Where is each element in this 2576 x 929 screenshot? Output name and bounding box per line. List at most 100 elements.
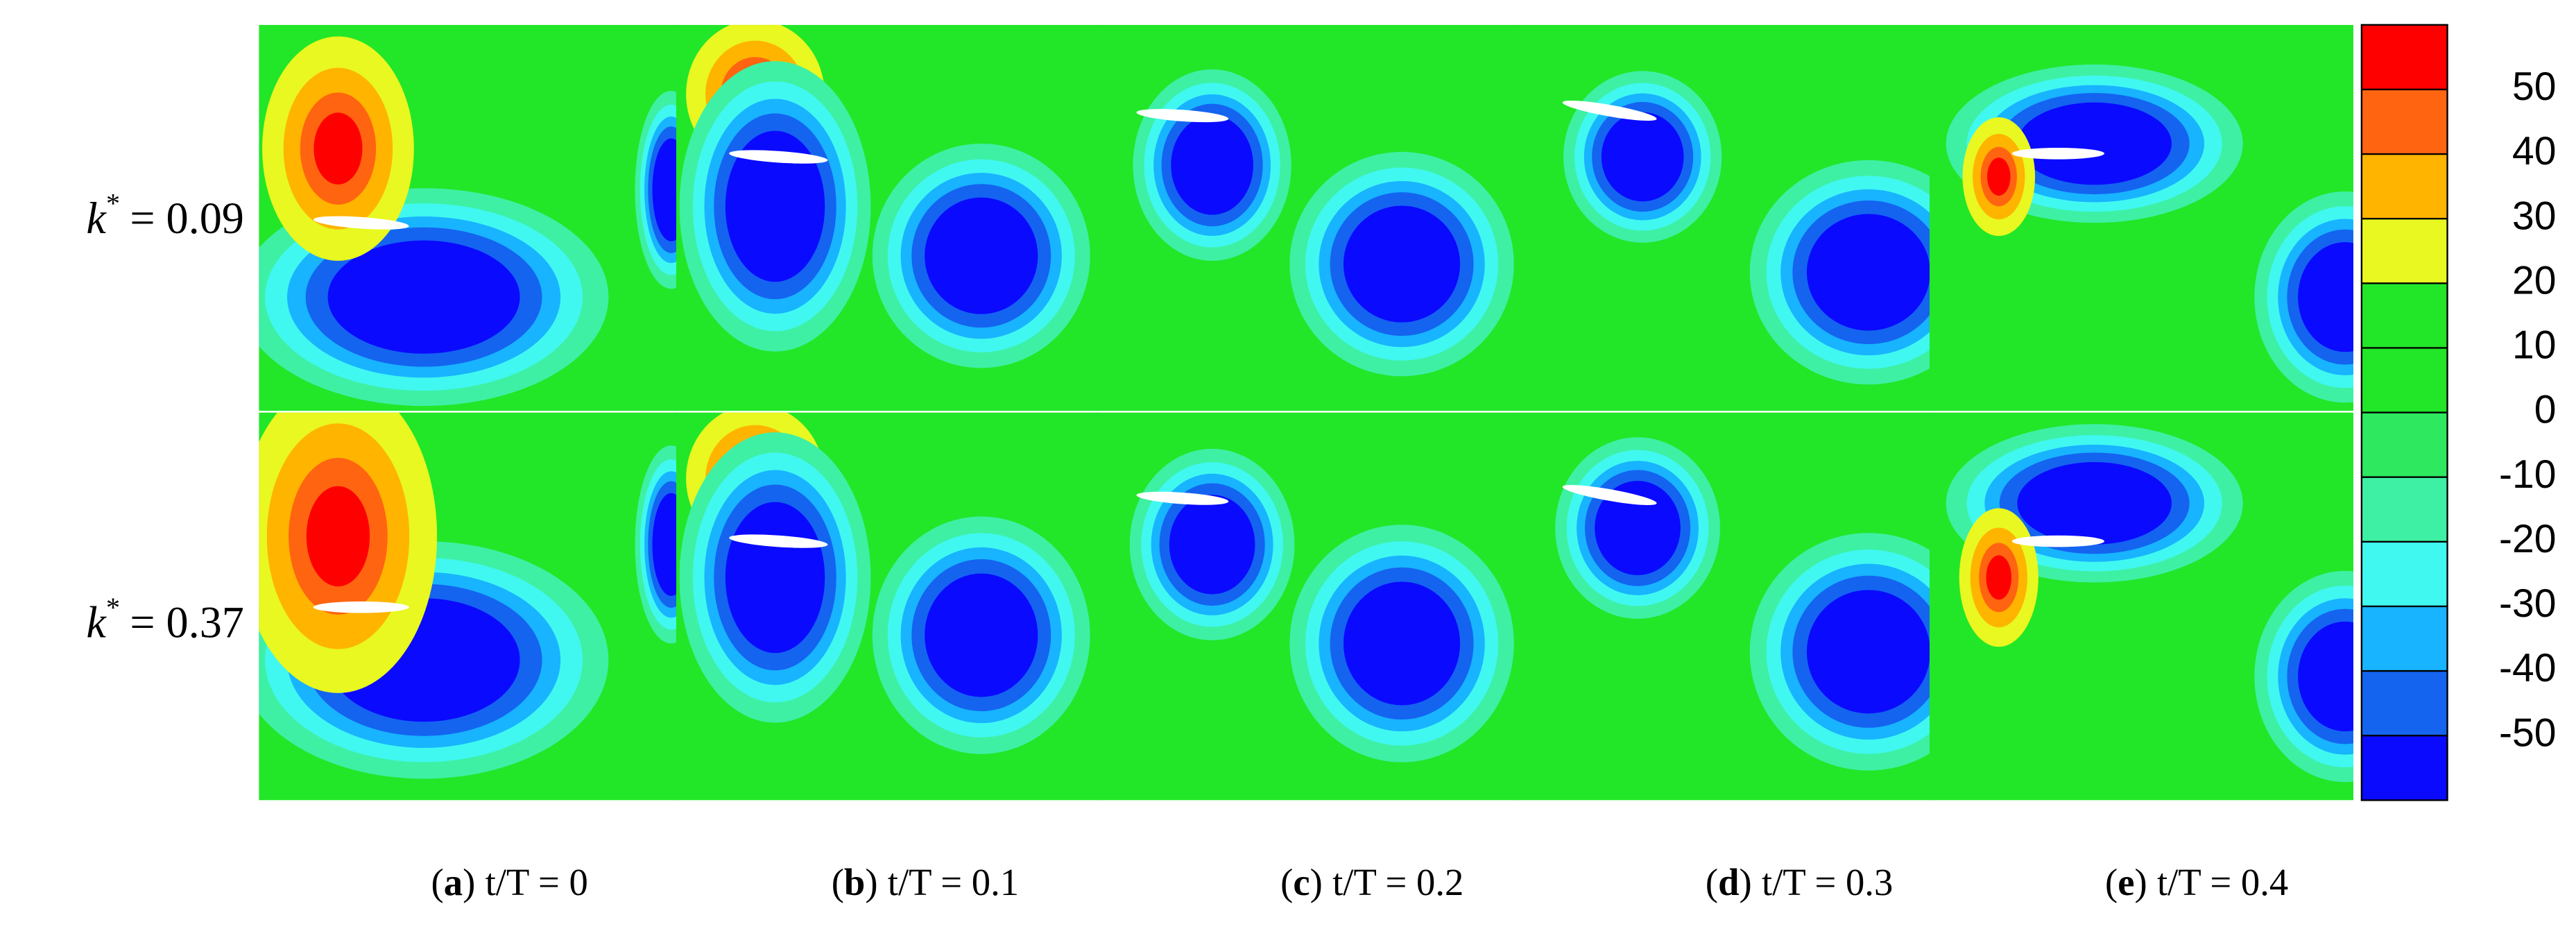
caption-letter: b [844, 861, 865, 903]
colorbar-band [2361, 671, 2448, 736]
contour-level [1343, 581, 1461, 706]
panel-caption: (e) t/T = 0.4 [2105, 861, 2288, 903]
panel [676, 412, 1099, 801]
contour-level [725, 130, 825, 282]
contour-level [2017, 102, 2172, 185]
panel-caption: (b) t/T = 0.1 [832, 861, 1019, 903]
colorbar-tick-label: 30 [2512, 194, 2556, 238]
contour-level [1601, 112, 1684, 202]
contour-level [925, 573, 1038, 697]
row-label-symbol: k [86, 597, 107, 647]
contour-level [2017, 462, 2172, 545]
panel [1097, 24, 1516, 411]
contour-level [1595, 481, 1681, 576]
colorbar-tick-label: -40 [2499, 646, 2556, 690]
panel [259, 24, 678, 411]
contour-level [1806, 214, 1930, 331]
caption-paren: ( [1706, 861, 1718, 903]
airfoil [313, 216, 409, 230]
contour-panels [259, 24, 2354, 801]
airfoil [1136, 109, 1229, 123]
row-label-superscript: * [106, 188, 120, 219]
contour-level [1171, 115, 1253, 215]
panel [259, 412, 678, 801]
caption-text: t/T = 0.1 [888, 861, 1019, 903]
caption-letter: d [1718, 861, 1739, 903]
colorbar-tick-label: 40 [2512, 129, 2556, 173]
airfoil [1562, 100, 1657, 121]
caption-paren: ) [1740, 861, 1752, 903]
contour-level [2298, 242, 2354, 352]
row-label-value: = 0.09 [130, 194, 244, 243]
panel [676, 24, 1099, 411]
colorbar-tick-label: -30 [2499, 581, 2556, 626]
contour-level [925, 197, 1038, 314]
caption-text: t/T = 0.4 [2157, 861, 2288, 903]
caption-paren: ) [865, 861, 877, 903]
caption-text: t/T = 0 [486, 861, 588, 903]
colorbar-band [2361, 283, 2448, 348]
caption-text: t/T = 0.2 [1332, 861, 1463, 903]
airfoil [1562, 484, 1657, 505]
contour-level [327, 240, 520, 354]
panel-caption: (a) t/T = 0 [431, 861, 588, 903]
caption-letter: a [444, 861, 463, 903]
row-label-value: = 0.37 [130, 597, 244, 647]
airfoil [729, 150, 828, 164]
panel [1513, 24, 1932, 411]
panel [1929, 412, 2354, 801]
contour-level [1343, 205, 1461, 323]
contour-level [1806, 590, 1930, 714]
caption-text: t/T = 0.3 [1762, 861, 1893, 903]
row-label-symbol: k [86, 194, 107, 243]
contour-level [1986, 555, 2012, 600]
contour-level [725, 502, 825, 654]
caption-paren: ) [463, 861, 475, 903]
caption-letter: e [2118, 861, 2134, 903]
caption-paren: ( [1280, 861, 1293, 903]
colorbar-tick-label: 0 [2534, 388, 2557, 432]
airfoil [2011, 147, 2104, 160]
airfoil [2011, 535, 2104, 547]
contour-level [2298, 621, 2354, 732]
panel [1513, 412, 1932, 801]
contour-level [306, 486, 370, 587]
colorbar-band [2361, 541, 2448, 606]
colorbar-band [2361, 154, 2448, 219]
row-label-superscript: * [106, 592, 120, 623]
colorbar-band [2361, 89, 2448, 155]
colorbar-band [2361, 219, 2448, 284]
caption-paren: ) [2134, 861, 2147, 903]
contour-level [1169, 495, 1255, 595]
panel [1929, 24, 2354, 411]
row-label: k* = 0.09 [86, 188, 244, 243]
colorbar-band [2361, 477, 2448, 542]
colorbar-tick-label: 20 [2512, 258, 2556, 302]
colorbar-band [2361, 348, 2448, 413]
caption-letter: c [1293, 861, 1310, 903]
airfoil [729, 534, 828, 548]
row-label: k* = 0.37 [86, 592, 244, 647]
colorbar-tick-label: 10 [2512, 323, 2556, 368]
contour-level [652, 493, 678, 596]
panel-caption: (d) t/T = 0.3 [1706, 861, 1893, 903]
contour-level [314, 112, 363, 185]
colorbar-tick-label: -50 [2499, 710, 2556, 755]
caption-paren: ) [1310, 861, 1323, 903]
colorbar-band [2361, 735, 2448, 801]
contour-level [652, 138, 678, 241]
airfoil [1136, 491, 1229, 505]
labels: k* = 0.09k* = 0.37(a) t/T = 0 (b) t/T = 0.1 (c… [86, 188, 2288, 903]
panel [1097, 412, 1516, 801]
caption-paren: ( [431, 861, 444, 903]
colorbar-band [2361, 24, 2448, 90]
caption-paren: ( [832, 861, 844, 903]
airfoil [313, 601, 409, 613]
caption-paren: ( [2105, 861, 2118, 903]
colorbar: 50 40 30 20 10 0 -10 -20 -30 -40 -50 [2360, 24, 2557, 801]
colorbar-tick-label: 50 [2512, 65, 2556, 109]
colorbar-tick-label: -10 [2499, 452, 2556, 497]
panel-caption: (c) t/T = 0.2 [1280, 861, 1463, 903]
colorbar-band [2361, 606, 2448, 672]
